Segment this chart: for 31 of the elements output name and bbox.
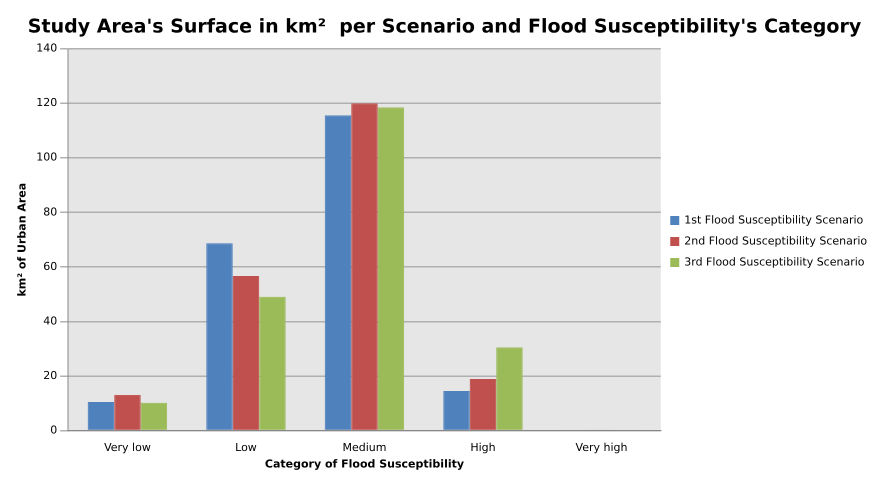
bar [206, 243, 233, 430]
x-tick-label: Medium [342, 441, 386, 454]
y-tick-label: 40 [43, 314, 58, 328]
bar [470, 379, 496, 430]
x-tick-label: High [470, 441, 496, 454]
y-tick-label: 0 [50, 423, 58, 436]
bar [88, 402, 114, 430]
bar [378, 107, 404, 430]
y-tick-label: 20 [43, 368, 58, 382]
bar [351, 103, 378, 430]
chart-title: Study Area's Surface in km² per Scenario and Flood Susceptibility's Category [28, 15, 862, 38]
bar [232, 276, 260, 430]
y-tick-label: 140 [36, 42, 58, 55]
bar [114, 394, 141, 430]
bar [140, 402, 168, 430]
legend-label: 3rd Flood Susceptibility Scenario [684, 255, 865, 268]
x-tick-label: Low [235, 441, 257, 454]
bar [496, 347, 523, 430]
bar [324, 115, 352, 430]
bar [259, 296, 286, 430]
legend-label: 2nd Flood Susceptibility Scenario [684, 234, 868, 248]
y-axis-title: km² of Urban Area [15, 182, 28, 297]
y-tick-label: 60 [43, 260, 58, 273]
x-axis-title: Category of Flood Susceptibility [264, 457, 464, 470]
x-tick-label: Very high [576, 441, 628, 454]
y-tick-label: 100 [36, 150, 58, 164]
y-tick-label: 120 [36, 96, 58, 110]
legend-label: 1st Flood Susceptibility Scenario [684, 213, 864, 226]
x-tick-label: Very low [104, 441, 151, 454]
y-tick-label: 80 [43, 205, 58, 218]
bar [443, 391, 470, 430]
